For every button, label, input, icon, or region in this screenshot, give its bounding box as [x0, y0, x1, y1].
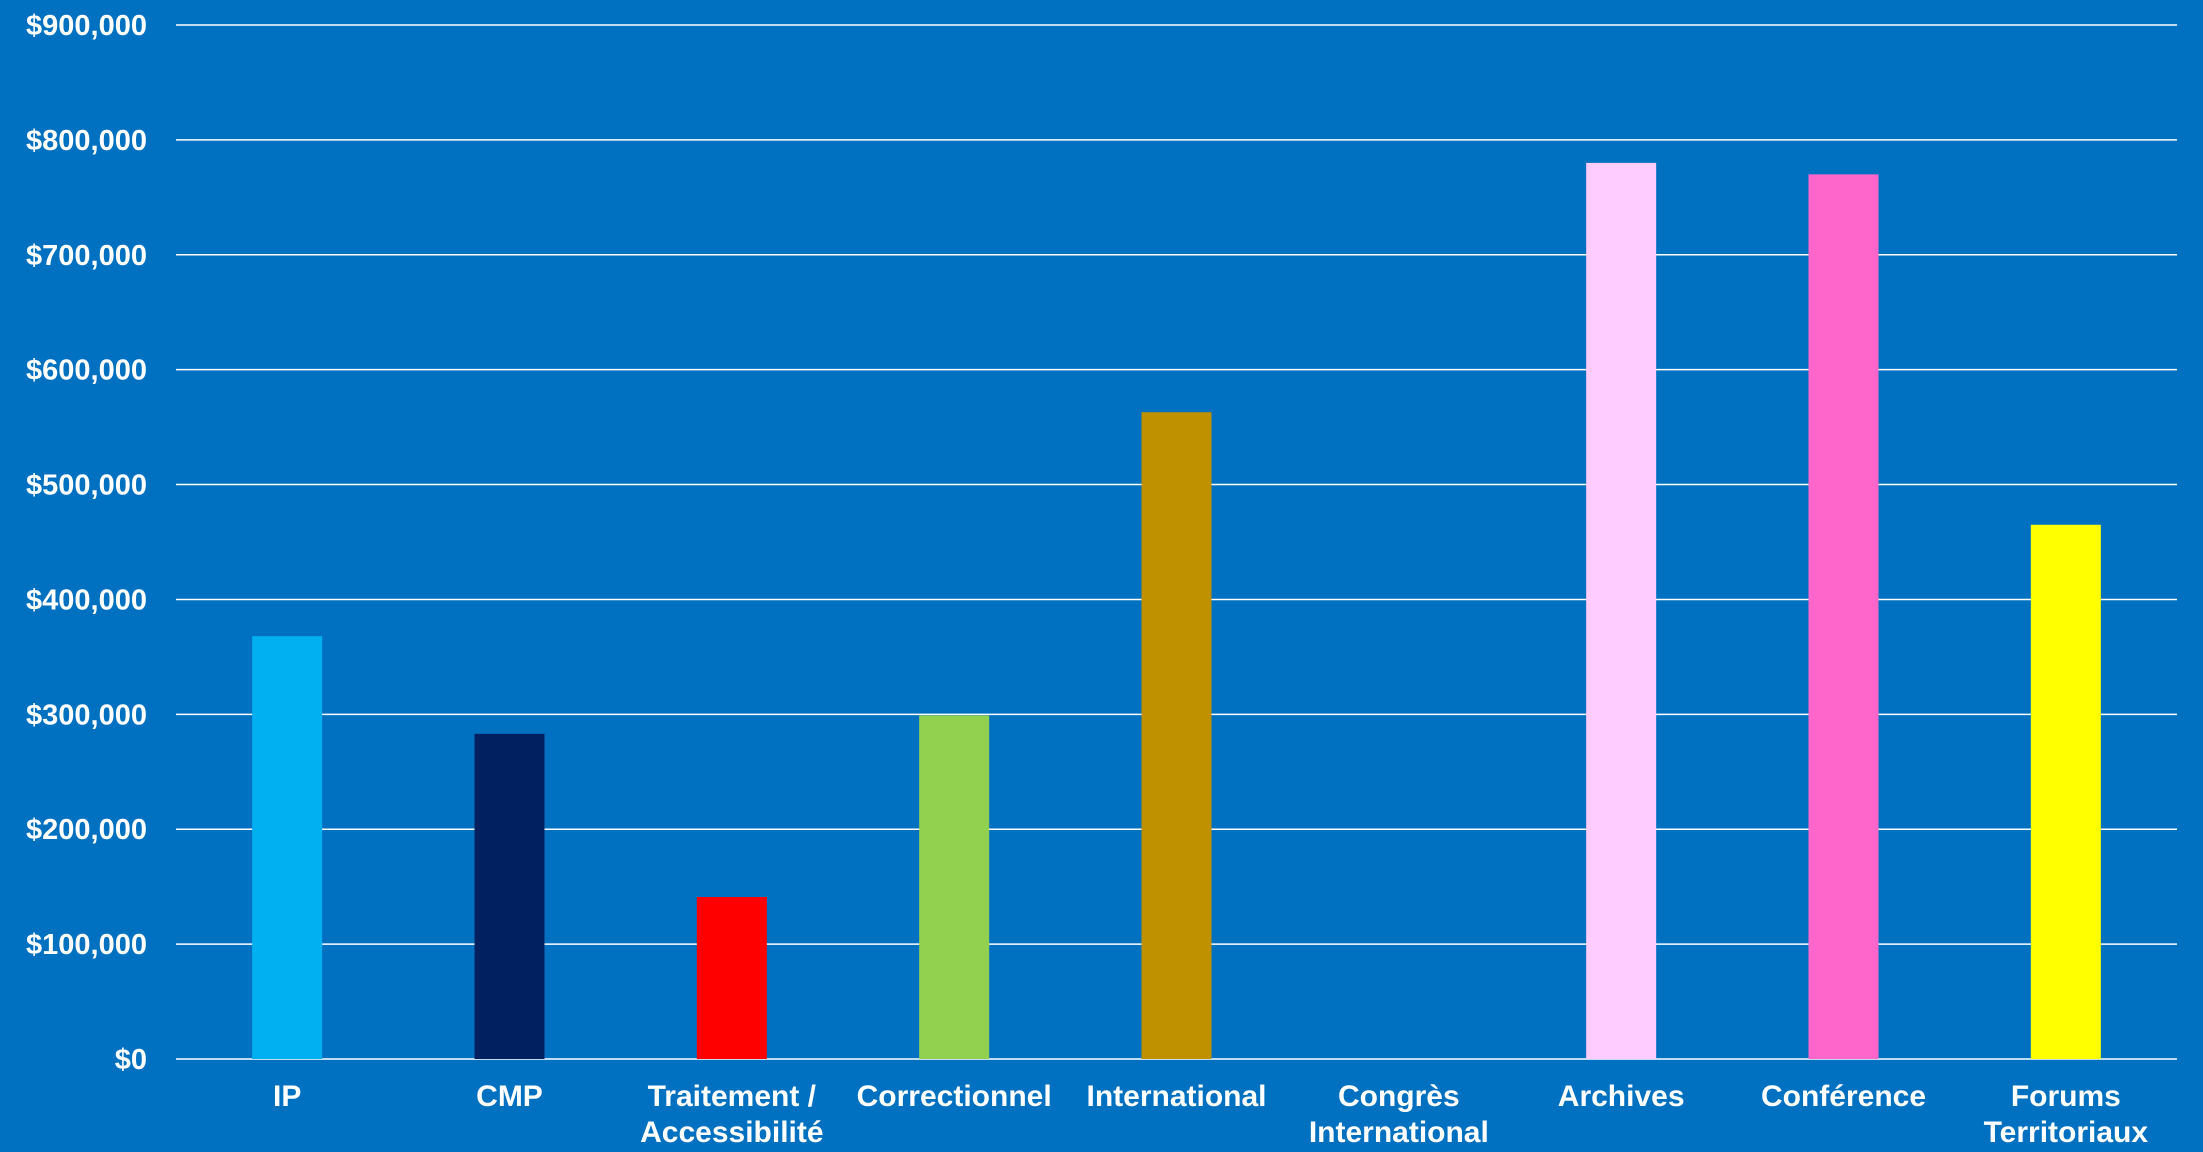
x-category-label: International	[1086, 1080, 1266, 1113]
x-axis-category-labels: IP CMP Traitement / Accessibilité Correction…	[273, 1080, 2148, 1149]
y-tick-label: $0	[115, 1044, 147, 1076]
x-category-label: Traitement / Accessibilité	[640, 1080, 823, 1149]
x-category-label-line: Conférence	[1761, 1080, 1926, 1113]
x-category-label: CMP	[476, 1080, 543, 1113]
x-category-label-line: Territoriaux	[1984, 1116, 2149, 1149]
bar-2	[696, 897, 767, 1059]
y-tick-label: $600,000	[26, 355, 147, 387]
y-tick-label: $100,000	[26, 929, 147, 961]
x-category-label: Archives	[1558, 1080, 1685, 1113]
bar-0	[252, 636, 323, 1059]
bars	[252, 162, 2101, 1060]
y-tick-label: $900,000	[26, 10, 147, 42]
x-category-label: Forums Territoriaux	[1984, 1080, 2149, 1149]
bar-1	[474, 733, 545, 1059]
x-category-label: Conférence	[1761, 1080, 1926, 1113]
y-tick-label: $400,000	[26, 584, 147, 616]
bar-8	[2030, 524, 2101, 1059]
y-tick-label: $500,000	[26, 470, 147, 502]
y-tick-label: $700,000	[26, 240, 147, 272]
bar-4	[1141, 412, 1212, 1060]
x-category-label: Congrès International	[1309, 1080, 1489, 1149]
x-category-label: Correctionnel	[857, 1080, 1052, 1113]
x-category-label-line: Archives	[1558, 1080, 1685, 1113]
x-category-label-line: Congrès	[1338, 1080, 1460, 1113]
x-category-label-line: IP	[273, 1080, 301, 1113]
x-category-label-line: Forums	[2011, 1080, 2121, 1113]
x-category-label-line: Traitement /	[648, 1080, 817, 1113]
x-category-label-line: International	[1086, 1080, 1266, 1113]
x-category-label: IP	[273, 1080, 301, 1113]
bar-7	[1808, 174, 1879, 1059]
bar-6	[1586, 162, 1657, 1059]
x-category-label-line: Correctionnel	[857, 1080, 1052, 1113]
y-tick-label: $300,000	[26, 699, 147, 731]
y-tick-label: $200,000	[26, 814, 147, 846]
x-category-label-line: Accessibilité	[640, 1116, 823, 1149]
x-category-label-line: CMP	[476, 1080, 543, 1113]
x-category-label-line: International	[1309, 1116, 1489, 1149]
y-tick-label: $800,000	[26, 125, 147, 157]
bar-3	[919, 715, 990, 1059]
y-axis-tick-labels: $0 $100,000 $200,000 $300,000 $400,000 $500,0…	[26, 10, 147, 1076]
